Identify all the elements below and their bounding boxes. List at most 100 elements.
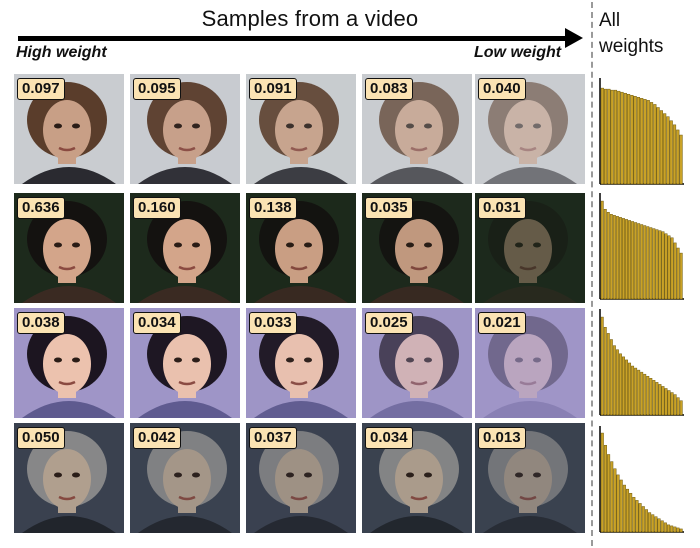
- shoulders-shape: [483, 516, 577, 533]
- sample-thumbnail: 0.097: [14, 74, 124, 184]
- shoulders-shape: [483, 167, 577, 184]
- weight-bar: [631, 221, 635, 300]
- weight-bar: [625, 359, 628, 416]
- shoulders-shape: [138, 401, 232, 418]
- eye-right-shape: [304, 357, 312, 363]
- face-shape: [275, 100, 323, 160]
- shoulders-shape: [254, 401, 348, 418]
- shoulders-shape: [370, 401, 464, 418]
- mouth-shape: [178, 265, 196, 271]
- weight-bar: [669, 120, 673, 185]
- weight-bar: [666, 524, 671, 533]
- face-shape: [395, 100, 443, 160]
- weight-bar: [663, 113, 667, 185]
- eye-right-shape: [533, 472, 541, 478]
- weight-bar: [607, 454, 611, 533]
- weight-bar: [640, 371, 644, 416]
- face-shape: [163, 219, 211, 279]
- shoulders-shape: [22, 286, 116, 303]
- weight-bar: [628, 362, 632, 416]
- weight-badge: 0.091: [249, 78, 297, 100]
- mouth-shape: [58, 495, 76, 501]
- mouth-shape: [519, 146, 537, 152]
- weight-bar: [646, 226, 650, 300]
- eye-left-shape: [54, 472, 62, 478]
- weight-bar: [600, 87, 604, 185]
- face-shape: [43, 334, 91, 394]
- weight-bar: [646, 100, 650, 185]
- weight-bar: [637, 223, 641, 300]
- all-weights-label-line1: All: [599, 10, 621, 31]
- weight-bar: [649, 102, 654, 185]
- eye-left-shape: [174, 472, 182, 478]
- weight-badge: 0.083: [365, 78, 413, 100]
- weight-bar: [663, 522, 667, 533]
- weight-bar: [636, 97, 641, 185]
- face-shape: [275, 449, 323, 509]
- sample-thumbnail: 0.636: [14, 193, 124, 303]
- weights-histogram: [598, 193, 684, 301]
- face-shape: [504, 100, 552, 160]
- mouth-shape: [519, 495, 537, 501]
- eye-left-shape: [406, 357, 414, 363]
- weight-bar: [664, 233, 668, 300]
- weight-bar: [619, 479, 623, 533]
- weight-bar: [609, 214, 613, 300]
- face-image: [246, 423, 356, 533]
- eye-right-shape: [72, 357, 80, 363]
- face-shape: [163, 449, 211, 509]
- weight-bar: [661, 386, 665, 416]
- sample-thumbnail: 0.050: [14, 423, 124, 533]
- weight-bar: [606, 333, 610, 416]
- weight-bar: [655, 382, 659, 416]
- shoulders-shape: [138, 167, 232, 184]
- weight-badge: 0.160: [133, 197, 181, 219]
- face-image: [14, 423, 124, 533]
- shoulders-shape: [370, 167, 464, 184]
- eye-left-shape: [174, 357, 182, 363]
- eye-left-shape: [406, 123, 414, 129]
- weight-bar: [666, 116, 670, 185]
- eye-right-shape: [304, 472, 312, 478]
- weight-bar: [631, 365, 635, 416]
- all-weights-label-line2: weights: [599, 36, 664, 57]
- shoulders-shape: [138, 286, 232, 303]
- weight-bar: [600, 200, 604, 300]
- weights-histogram: [598, 78, 684, 186]
- weight-bar: [633, 96, 637, 185]
- weight-bar: [640, 98, 644, 185]
- sample-thumbnail: 0.083: [362, 74, 472, 184]
- eye-left-shape: [286, 123, 294, 129]
- arrow-head-icon: [565, 28, 583, 48]
- sample-thumbnail: 0.013: [475, 423, 585, 533]
- face-shape: [395, 219, 443, 279]
- face-image: [246, 193, 356, 303]
- weights-histogram: [598, 309, 684, 417]
- weight-bar: [620, 91, 624, 185]
- face-shape: [163, 100, 211, 160]
- eye-left-shape: [515, 472, 523, 478]
- weight-badge: 0.636: [17, 197, 65, 219]
- shoulders-shape: [254, 516, 348, 533]
- weight-badge: 0.035: [365, 197, 413, 219]
- sample-thumbnail: 0.031: [475, 193, 585, 303]
- face-image: [14, 74, 124, 184]
- weight-badge: 0.038: [17, 312, 65, 334]
- weight-bar: [634, 222, 638, 300]
- weight-bar: [603, 327, 607, 416]
- eye-right-shape: [424, 242, 432, 248]
- weight-badge: 0.034: [365, 427, 413, 449]
- eye-left-shape: [515, 123, 523, 129]
- weight-bar: [640, 224, 644, 300]
- eye-right-shape: [192, 123, 200, 129]
- figure-title: Samples from a video: [201, 6, 419, 31]
- weight-bar: [670, 525, 674, 533]
- face-shape: [43, 100, 91, 160]
- weight-bar: [676, 247, 680, 300]
- sample-row: 0.038 0.034 0.033 0.025 0.021: [14, 308, 585, 418]
- weights-histogram: [598, 426, 684, 534]
- weight-bar: [655, 229, 659, 300]
- weight-badge: 0.037: [249, 427, 297, 449]
- weight-badge: 0.138: [249, 197, 297, 219]
